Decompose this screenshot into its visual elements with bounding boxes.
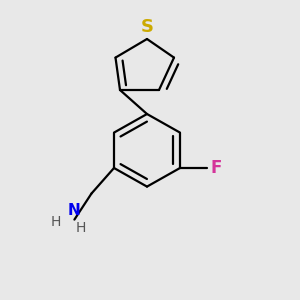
Text: H: H [75, 221, 85, 235]
Text: N: N [68, 203, 81, 218]
Text: S: S [140, 18, 154, 36]
Text: H: H [50, 215, 61, 229]
Text: F: F [210, 159, 221, 177]
